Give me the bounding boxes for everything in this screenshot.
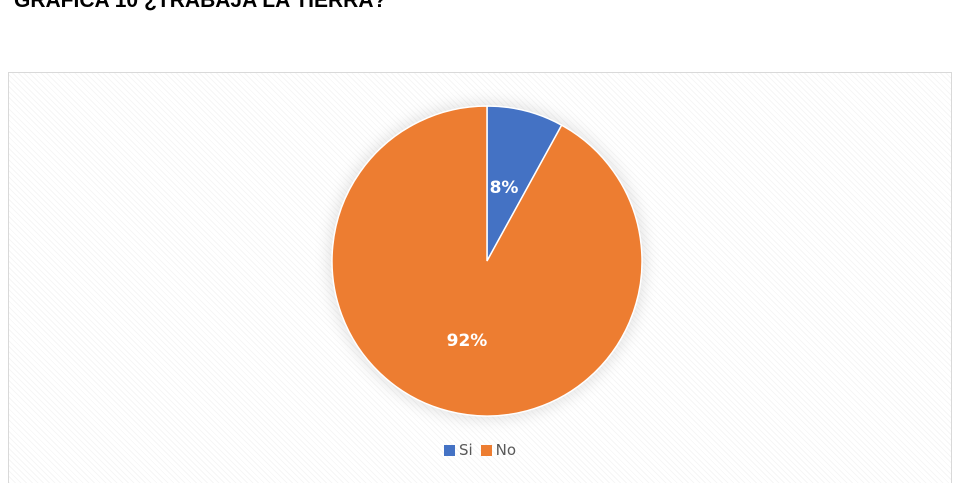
chart-legend: Si No xyxy=(9,441,951,460)
figure-caption: GRÁFICA 10 ¿TRABAJA LA TIERRA? xyxy=(14,0,386,13)
legend-item-si: Si xyxy=(443,441,473,459)
pie-chart: 8% 92% xyxy=(328,102,646,420)
figure-number: GRÁFICA 10 xyxy=(14,0,139,12)
legend-label-si: Si xyxy=(458,441,473,459)
chart-area: 8% 92% Si No xyxy=(8,72,952,483)
data-label-no: 92% xyxy=(447,331,488,351)
legend-swatch-no xyxy=(480,444,492,456)
legend-item-no: No xyxy=(480,441,517,459)
pie-slice-no xyxy=(331,105,643,417)
figure-question: ¿TRABAJA LA TIERRA? xyxy=(144,0,387,12)
legend-swatch-si xyxy=(443,444,455,456)
legend-label-no: No xyxy=(495,441,517,459)
data-label-si: 8% xyxy=(490,178,519,198)
